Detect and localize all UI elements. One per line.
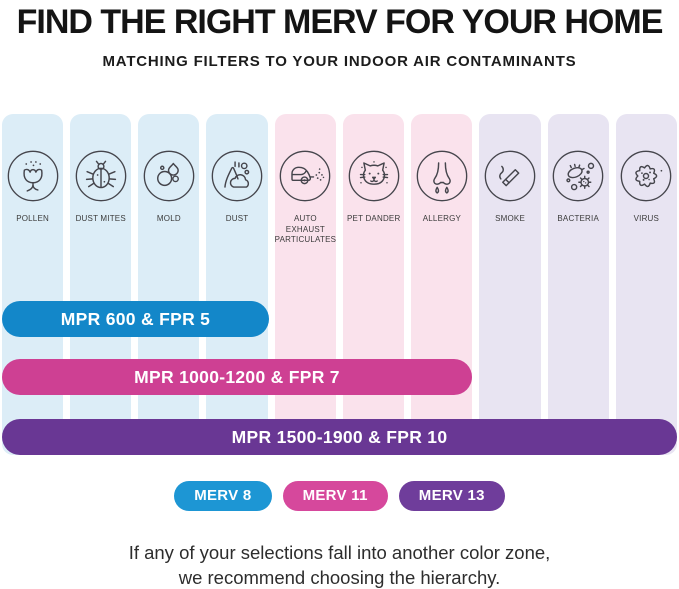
column-auto-exhaust: AUTO EXHAUST PARTICULATES xyxy=(274,114,337,455)
column-pollen: POLLEN xyxy=(2,114,64,455)
dust-icon xyxy=(211,150,263,202)
column-label: MOLD xyxy=(156,214,181,223)
contaminant-columns: POLLEN DUST MITES xyxy=(2,114,677,455)
column-dust: DUST xyxy=(206,114,268,455)
column-pet-dander: PET DANDER xyxy=(343,114,405,455)
column-label: SMOKE xyxy=(495,214,525,223)
column-label: PET DANDER xyxy=(347,214,401,223)
column-dust-mites: DUST MITES xyxy=(70,114,132,455)
merv11-range-label: MPR 1000-1200 & FPR 7 xyxy=(134,366,340,387)
merv-legend: MERV 8 MERV 11 MERV 13 xyxy=(0,481,679,511)
column-allergy: ALLERGY xyxy=(411,114,473,455)
legend-merv-13-pill: MERV 13 xyxy=(398,481,505,511)
column-label: BACTERIA xyxy=(557,214,599,223)
virus-icon xyxy=(620,150,672,202)
page-subtitle: MATCHING FILTERS TO YOUR INDOOR AIR CONT… xyxy=(102,53,577,70)
column-label: ALLERGY xyxy=(422,214,462,223)
column-mold: MOLD xyxy=(138,114,200,455)
merv11-range-bar: MPR 1000-1200 & FPR 7 xyxy=(2,359,472,395)
page-title: FIND THE RIGHT MERV FOR YOUR HOME xyxy=(16,3,664,41)
allergy-icon xyxy=(416,150,468,202)
column-label: POLLEN xyxy=(16,214,49,223)
column-label: VIRUS xyxy=(633,214,660,223)
merv13-range-label: MPR 1500-1900 & FPR 10 xyxy=(231,426,448,447)
column-label: DUST MITES xyxy=(75,214,126,223)
column-label: AUTO EXHAUST PARTICULATES xyxy=(274,214,337,244)
column-virus: VIRUS xyxy=(615,114,677,455)
legend-merv-11-pill: MERV 11 xyxy=(282,481,388,511)
smoke-icon xyxy=(484,150,536,202)
auto-exhaust-icon xyxy=(279,150,331,202)
mold-icon xyxy=(143,150,195,202)
footer-note: If any of your selections fall into anot… xyxy=(0,540,679,589)
column-bacteria: BACTERIA xyxy=(547,114,609,455)
merv8-range-bar: MPR 600 & FPR 5 xyxy=(2,301,269,337)
pollen-icon xyxy=(7,150,59,202)
dust-mites-icon xyxy=(75,150,127,202)
merv8-range-label: MPR 600 & FPR 5 xyxy=(60,308,211,329)
merv13-range-bar: MPR 1500-1900 & FPR 10 xyxy=(2,419,677,455)
legend-merv-8-pill: MERV 8 xyxy=(174,481,272,511)
column-label: DUST xyxy=(225,214,249,223)
column-smoke: SMOKE xyxy=(479,114,541,455)
bacteria-icon xyxy=(552,150,604,202)
footer-line-1: If any of your selections fall into anot… xyxy=(128,542,551,563)
footer-line-2: we recommend choosing the hierarchy. xyxy=(178,567,501,588)
pet-dander-icon xyxy=(348,150,400,202)
